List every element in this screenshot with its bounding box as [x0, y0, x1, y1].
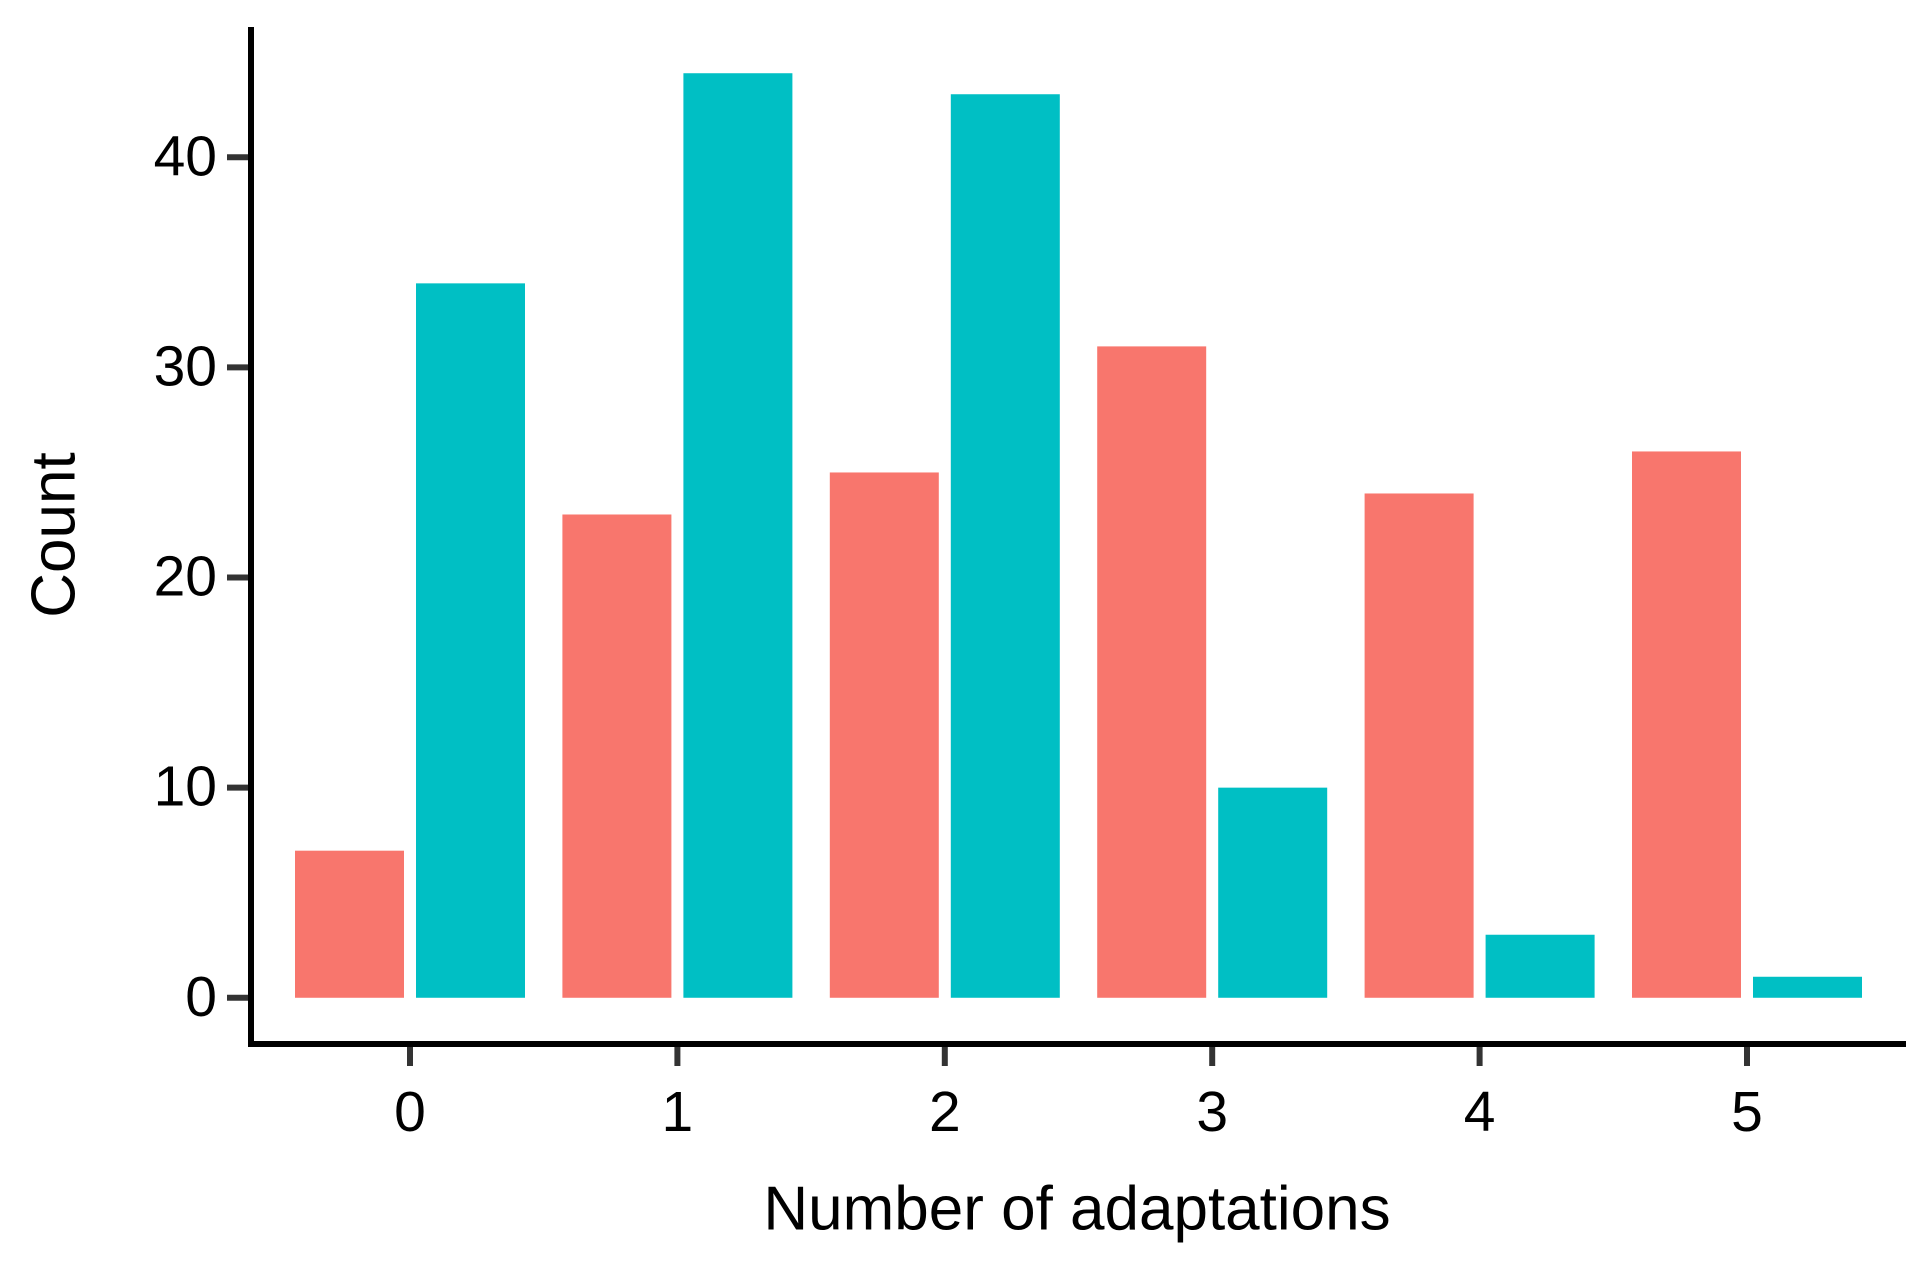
- bar: [1632, 451, 1741, 998]
- x-tick-label: 2: [929, 1080, 961, 1144]
- x-axis-title: Number of adaptations: [763, 1174, 1390, 1243]
- y-axis-title: Count: [19, 452, 88, 617]
- bar: [1364, 493, 1474, 998]
- bar: [1753, 976, 1862, 998]
- bar: [1097, 346, 1207, 998]
- bar: [562, 514, 672, 998]
- y-tick-label: 30: [154, 334, 217, 398]
- x-tick-label: 3: [1196, 1080, 1228, 1144]
- x-tick-label: 5: [1731, 1080, 1763, 1144]
- bar: [416, 283, 525, 998]
- bar: [295, 850, 404, 998]
- y-tick-label: 0: [185, 965, 217, 1029]
- bar: [950, 94, 1060, 998]
- bar: [683, 73, 793, 998]
- y-tick-label: 10: [154, 755, 217, 819]
- y-tick-label: 40: [154, 124, 217, 188]
- x-tick-label: 1: [662, 1080, 694, 1144]
- bar: [1485, 934, 1595, 998]
- x-tick-label: 4: [1464, 1080, 1496, 1144]
- y-tick-label: 20: [154, 545, 217, 609]
- bar: [1218, 787, 1328, 998]
- x-tick-label: 0: [394, 1080, 426, 1144]
- bar: [829, 472, 939, 998]
